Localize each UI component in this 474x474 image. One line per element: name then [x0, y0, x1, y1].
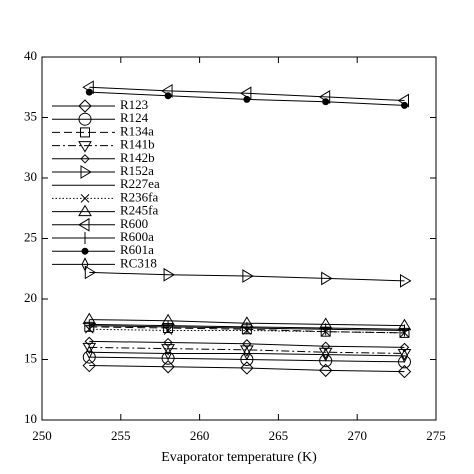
legend-label: R142b [120, 150, 155, 165]
data-point [161, 360, 175, 374]
x-tick-label: 255 [111, 428, 131, 443]
data-point [163, 267, 176, 282]
x-tick-label: 275 [426, 428, 446, 443]
data-point [322, 98, 330, 106]
legend-label: R227ea [120, 176, 160, 191]
data-point [161, 351, 175, 365]
legend-marker [81, 257, 89, 272]
legend-label: R152a [120, 163, 154, 178]
data-point [240, 361, 254, 375]
data-point [161, 344, 175, 356]
legend-label: R236fa [120, 189, 159, 204]
data-point [397, 364, 412, 379]
legend-marker [80, 154, 90, 164]
x-tick-label: 250 [32, 428, 52, 443]
data-point [82, 358, 96, 373]
series-line [89, 86, 405, 102]
data-point [164, 346, 172, 361]
data-point [243, 95, 251, 103]
legend-marker [80, 194, 90, 203]
series-line [89, 340, 405, 348]
legend-label: R601a [120, 242, 154, 257]
y-tick-label: 30 [24, 169, 37, 184]
legend-marker [80, 165, 92, 179]
legend-marker [78, 141, 92, 153]
data-point [399, 273, 412, 288]
data-point [82, 342, 97, 355]
data-point [85, 345, 93, 360]
series-line [89, 346, 405, 354]
data-point [321, 271, 333, 286]
legend-label: R600a [120, 229, 154, 244]
legend-marker [78, 112, 92, 126]
data-point [397, 355, 411, 369]
data-point [164, 92, 172, 100]
series-line [89, 271, 405, 282]
data-point [85, 319, 94, 332]
legend-label: RC318 [120, 255, 157, 270]
data-point [400, 324, 409, 337]
legend-marker [80, 127, 90, 138]
x-tick-label: 260 [190, 428, 210, 443]
y-tick-label: 25 [24, 229, 37, 244]
data-point [239, 345, 254, 357]
data-point [242, 269, 254, 283]
legend-marker [78, 217, 90, 232]
y-tick-label: 35 [24, 108, 37, 123]
y-tick-label: 20 [24, 290, 37, 305]
x-tick-label: 265 [269, 428, 289, 443]
data-point [84, 265, 97, 280]
data-point [321, 323, 330, 336]
legend-marker [78, 99, 92, 113]
legend-marker [81, 247, 89, 255]
data-point [164, 320, 173, 333]
data-point [400, 101, 408, 109]
legend-marker [78, 204, 92, 217]
series-line [89, 351, 405, 357]
data-point [82, 350, 96, 364]
data-point [400, 348, 409, 363]
data-point [399, 342, 410, 353]
legend-label: R134a [120, 123, 154, 138]
legend-label: R600 [120, 216, 148, 231]
data-point [85, 88, 93, 96]
x-axis-label: Evaporator temperature (K) [161, 450, 317, 465]
legend-label: R124 [120, 110, 149, 125]
y-tick-label: 40 [24, 48, 37, 63]
legend-label: R141b [120, 137, 155, 152]
data-point [242, 322, 251, 335]
data-point [322, 347, 330, 362]
y-tick-label: 15 [24, 350, 37, 365]
x-tick-label: 270 [347, 428, 367, 443]
data-point [318, 363, 333, 378]
legend-label: R245fa [120, 203, 159, 218]
y-tick-label: 10 [24, 411, 37, 426]
legend-label: R123 [120, 97, 148, 112]
series-line [89, 365, 405, 373]
data-point [243, 346, 251, 361]
data-point [320, 341, 331, 351]
legend-marker [81, 232, 89, 244]
